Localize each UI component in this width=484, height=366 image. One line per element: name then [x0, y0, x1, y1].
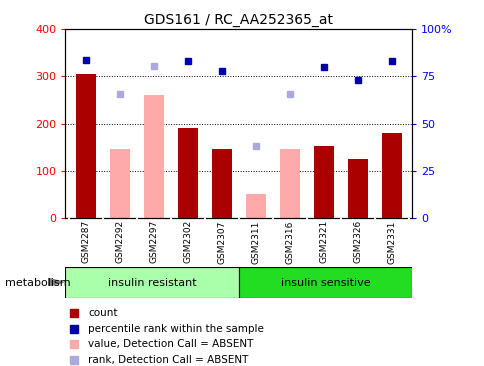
- Polygon shape: [47, 278, 63, 286]
- Bar: [279, 149, 300, 218]
- Bar: [211, 149, 231, 218]
- FancyBboxPatch shape: [238, 267, 411, 298]
- Bar: [381, 133, 401, 218]
- Bar: [177, 128, 197, 218]
- Text: GSM2321: GSM2321: [318, 220, 328, 264]
- Bar: [245, 194, 266, 218]
- Bar: [109, 149, 130, 218]
- Text: rank, Detection Call = ABSENT: rank, Detection Call = ABSENT: [88, 355, 248, 365]
- Text: GSM2311: GSM2311: [251, 220, 260, 264]
- Text: count: count: [88, 309, 117, 318]
- Bar: [313, 146, 333, 218]
- Text: GSM2297: GSM2297: [149, 220, 158, 264]
- Text: GSM2307: GSM2307: [217, 220, 226, 264]
- Text: GSM2326: GSM2326: [353, 220, 362, 264]
- Text: insulin resistant: insulin resistant: [107, 278, 196, 288]
- Text: GSM2316: GSM2316: [285, 220, 294, 264]
- Text: GSM2331: GSM2331: [387, 220, 395, 264]
- Text: percentile rank within the sample: percentile rank within the sample: [88, 324, 263, 334]
- Text: GSM2287: GSM2287: [81, 220, 90, 264]
- Text: value, Detection Call = ABSENT: value, Detection Call = ABSENT: [88, 339, 253, 349]
- Bar: [143, 95, 164, 218]
- FancyBboxPatch shape: [65, 267, 411, 298]
- FancyBboxPatch shape: [65, 267, 238, 298]
- Title: GDS161 / RC_AA252365_at: GDS161 / RC_AA252365_at: [144, 13, 333, 27]
- Bar: [76, 74, 96, 218]
- Text: insulin sensitive: insulin sensitive: [280, 278, 370, 288]
- Text: metabolism: metabolism: [5, 277, 70, 288]
- Text: GSM2292: GSM2292: [115, 220, 124, 264]
- Bar: [347, 159, 367, 218]
- Text: GSM2302: GSM2302: [183, 220, 192, 264]
